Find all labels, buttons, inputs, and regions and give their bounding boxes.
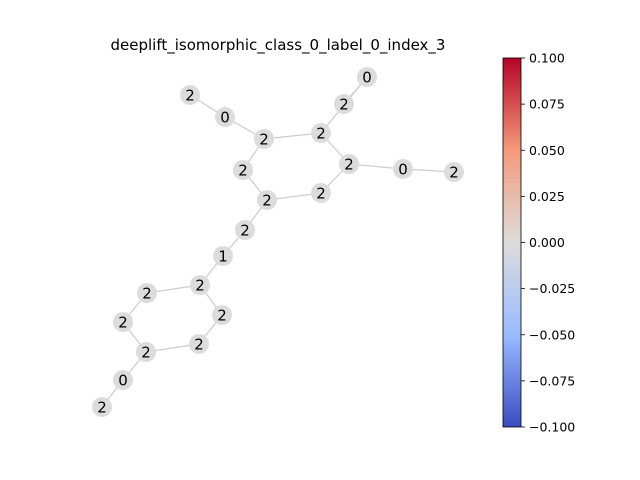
- node-circle: [257, 190, 277, 210]
- graph-node: 2: [137, 283, 157, 303]
- graph-node: 2: [235, 220, 255, 240]
- node-label: 2: [262, 192, 272, 210]
- node-label: 2: [195, 277, 205, 295]
- chart-title: deeplift_isomorphic_class_0_label_0_inde…: [111, 36, 446, 55]
- node-label: 2: [142, 285, 152, 303]
- node-label: 0: [220, 109, 230, 127]
- node-circle: [92, 397, 112, 417]
- node-circle: [233, 160, 253, 180]
- graph-node: 2: [339, 154, 359, 174]
- node-circle: [393, 159, 413, 179]
- node-label: 1: [218, 248, 228, 266]
- node-circle: [137, 283, 157, 303]
- node-circle: [357, 67, 377, 87]
- graph-edges: [101, 76, 455, 408]
- node-label: 2: [339, 96, 349, 114]
- colorbar-tick-label: 0.100: [529, 51, 565, 66]
- graph-node: 1: [213, 246, 233, 266]
- graph-node: 2: [180, 85, 200, 105]
- graph-node: 2: [444, 162, 464, 182]
- colorbar-tick-label: 0.050: [529, 143, 565, 158]
- graph-node: 2: [212, 305, 232, 325]
- node-label: 2: [118, 314, 128, 332]
- node-circle: [215, 107, 235, 127]
- node-label: 2: [240, 222, 250, 240]
- graph-node: 2: [233, 160, 253, 180]
- colorbar-tick-label: 0.075: [529, 97, 565, 112]
- node-circle: [334, 94, 354, 114]
- graph-node: 2: [190, 275, 210, 295]
- colorbar-tick-label: 0.025: [529, 189, 565, 204]
- node-label: 0: [362, 69, 372, 87]
- colorbar-gradient: [502, 57, 522, 428]
- node-circle: [113, 370, 133, 390]
- colorbar-tick-label: −0.050: [529, 327, 575, 342]
- node-label: 2: [344, 156, 354, 174]
- colorbar-tick-label: 0.000: [529, 235, 565, 250]
- graph-node: 2: [311, 183, 331, 203]
- node-circle: [212, 305, 232, 325]
- node-label: 2: [97, 399, 107, 417]
- graph-node: 2: [136, 342, 156, 362]
- node-circle: [311, 183, 331, 203]
- node-label: 0: [118, 372, 128, 390]
- graph-node: 0: [215, 107, 235, 127]
- graph-node: 2: [189, 334, 209, 354]
- graph-node: 2: [92, 397, 112, 417]
- graph-node: 0: [393, 159, 413, 179]
- node-circle: [136, 342, 156, 362]
- graph-node: 2: [257, 190, 277, 210]
- graph-node: 2: [311, 123, 331, 143]
- node-label: 2: [238, 162, 248, 180]
- node-label: 2: [185, 87, 195, 105]
- node-label: 0: [398, 161, 408, 179]
- node-circle: [444, 162, 464, 182]
- node-circle: [113, 312, 133, 332]
- graph-node: 0: [113, 370, 133, 390]
- node-label: 2: [194, 336, 204, 354]
- colorbar-tick-label: −0.025: [529, 281, 575, 296]
- node-circle: [235, 220, 255, 240]
- node-label: 2: [141, 344, 151, 362]
- node-circle: [190, 275, 210, 295]
- graph-node: 0: [357, 67, 377, 87]
- colorbar: 0.100 0.075 0.050 0.025 0.000 −0.025 −0.050 −0.…: [502, 51, 575, 435]
- graph-node: 2: [113, 312, 133, 332]
- colorbar-ticks: 0.100 0.075 0.050 0.025 0.000 −0.025 −0.050 −0.…: [521, 51, 575, 435]
- node-circle: [180, 85, 200, 105]
- node-circle: [339, 154, 359, 174]
- node-circle: [189, 334, 209, 354]
- node-label: 2: [449, 164, 459, 182]
- graph-node: 2: [254, 129, 274, 149]
- node-label: 2: [316, 125, 326, 143]
- node-circle: [311, 123, 331, 143]
- node-circle: [254, 129, 274, 149]
- node-circle: [213, 246, 233, 266]
- graph-node: 2: [334, 94, 354, 114]
- node-label: 2: [259, 131, 269, 149]
- colorbar-tick-label: −0.075: [529, 373, 575, 388]
- node-label: 2: [316, 185, 326, 203]
- colorbar-tick-label: −0.100: [529, 420, 575, 435]
- node-label: 2: [217, 307, 227, 325]
